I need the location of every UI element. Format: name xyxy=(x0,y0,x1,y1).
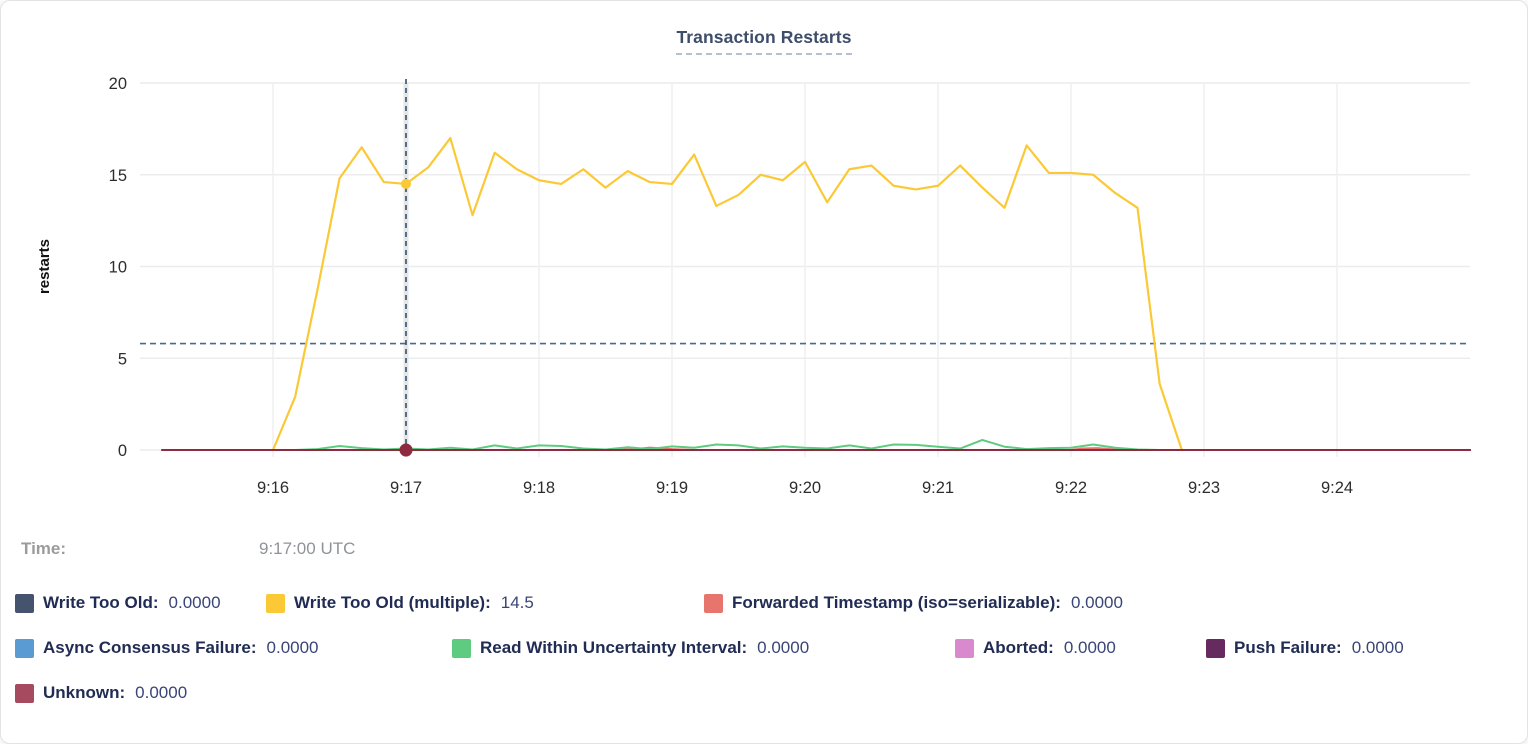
x-tick-label: 9:16 xyxy=(257,479,289,497)
series-line-write-too-old-multiple xyxy=(271,136,1183,452)
legend-label: Read Within Uncertainty Interval: xyxy=(480,638,748,657)
legend-swatch-push-failure xyxy=(1206,638,1225,658)
legend-value: 0.0000 xyxy=(757,638,810,657)
crosshair-marker-unknown xyxy=(399,443,413,457)
legend-row: Unknown: 0.0000 xyxy=(1,681,1527,707)
legend-value: 0.0000 xyxy=(1063,638,1116,657)
legend-label: Async Consensus Failure: xyxy=(43,638,257,657)
x-tick-label: 9:21 xyxy=(922,479,954,497)
legend-swatch-unknown xyxy=(15,683,34,703)
legend-value: 0.0000 xyxy=(1070,593,1123,612)
y-tick-label: 10 xyxy=(109,259,127,277)
legend-item-aborted[interactable]: Aborted: 0.0000 xyxy=(955,636,1116,660)
legend-label: Forwarded Timestamp (iso=serializable): xyxy=(732,593,1061,612)
x-tick-label: 9:23 xyxy=(1188,479,1220,497)
legend-label: Unknown: xyxy=(43,683,126,702)
legend-item-write-too-old-multiple[interactable]: Write Too Old (multiple): 14.5 xyxy=(266,591,534,615)
chart-title-wrap: Transaction Restarts xyxy=(1,27,1527,55)
legend-value: 0.0000 xyxy=(135,683,188,702)
legend-item-push-failure[interactable]: Push Failure: 0.0000 xyxy=(1206,636,1404,660)
legend-item-forwarded-timestamp-iso-serializable[interactable]: Forwarded Timestamp (iso=serializable): 0… xyxy=(704,591,1123,615)
time-label: Time: xyxy=(21,539,67,558)
legend-label: Write Too Old (multiple): xyxy=(294,593,491,612)
legend-label: Aborted: xyxy=(983,638,1054,657)
legend-value: 14.5 xyxy=(500,593,534,612)
y-axis-title: restarts xyxy=(36,239,53,294)
legend-item-read-within-uncertainty-interval[interactable]: Read Within Uncertainty Interval: 0.0000 xyxy=(452,636,809,660)
legend-swatch-write-too-old xyxy=(15,593,34,613)
legend-swatch-aborted xyxy=(955,638,974,658)
legend-row: Write Too Old: 0.0000 Write Too Old (multi… xyxy=(1,591,1527,617)
y-tick-label: 0 xyxy=(118,442,127,460)
x-tick-label: 9:17 xyxy=(390,479,422,497)
x-tick-label: 9:20 xyxy=(789,479,821,497)
crosshair-time-row: Time: 9:17:00 UTC xyxy=(1,539,1527,563)
x-tick-label: 9:18 xyxy=(523,479,555,497)
chart-title[interactable]: Transaction Restarts xyxy=(676,27,852,55)
crosshair-marker-write-too-old-multiple xyxy=(401,178,411,189)
x-tick-label: 9:24 xyxy=(1321,479,1353,497)
legend-label: Push Failure: xyxy=(1234,638,1342,657)
x-tick-label: 9:22 xyxy=(1055,479,1087,497)
legend-value: 0.0000 xyxy=(1351,638,1404,657)
legend-value: 0.0000 xyxy=(266,638,319,657)
y-tick-label: 5 xyxy=(118,350,127,368)
legend-value: 0.0000 xyxy=(168,593,221,612)
chart-canvas[interactable]: 0 5 10 15 20 9:16 9:17 9:18 9:19 9:20 9:21 9:22 9:23… xyxy=(1,1,1528,511)
x-tick-label: 9:19 xyxy=(656,479,688,497)
legend-item-write-too-old[interactable]: Write Too Old: 0.0000 xyxy=(15,591,221,615)
legend-row: Async Consensus Failure: 0.0000 Read Withi… xyxy=(1,636,1527,662)
legend-item-unknown[interactable]: Unknown: 0.0000 xyxy=(15,681,187,705)
legend-swatch-forwarded-timestamp-iso-serializable xyxy=(704,593,723,613)
y-tick-label: 20 xyxy=(109,75,127,93)
legend-label: Write Too Old: xyxy=(43,593,159,612)
legend-item-async-consensus-failure[interactable]: Async Consensus Failure: 0.0000 xyxy=(15,636,319,660)
legend-swatch-read-within-uncertainty-interval xyxy=(452,638,471,658)
y-tick-label: 15 xyxy=(109,167,127,185)
legend-swatch-async-consensus-failure xyxy=(15,638,34,658)
time-value: 9:17:00 UTC xyxy=(259,539,356,558)
series-line-read-within-uncertainty-interval xyxy=(294,438,1161,451)
legend-swatch-write-too-old-multiple xyxy=(266,593,285,613)
